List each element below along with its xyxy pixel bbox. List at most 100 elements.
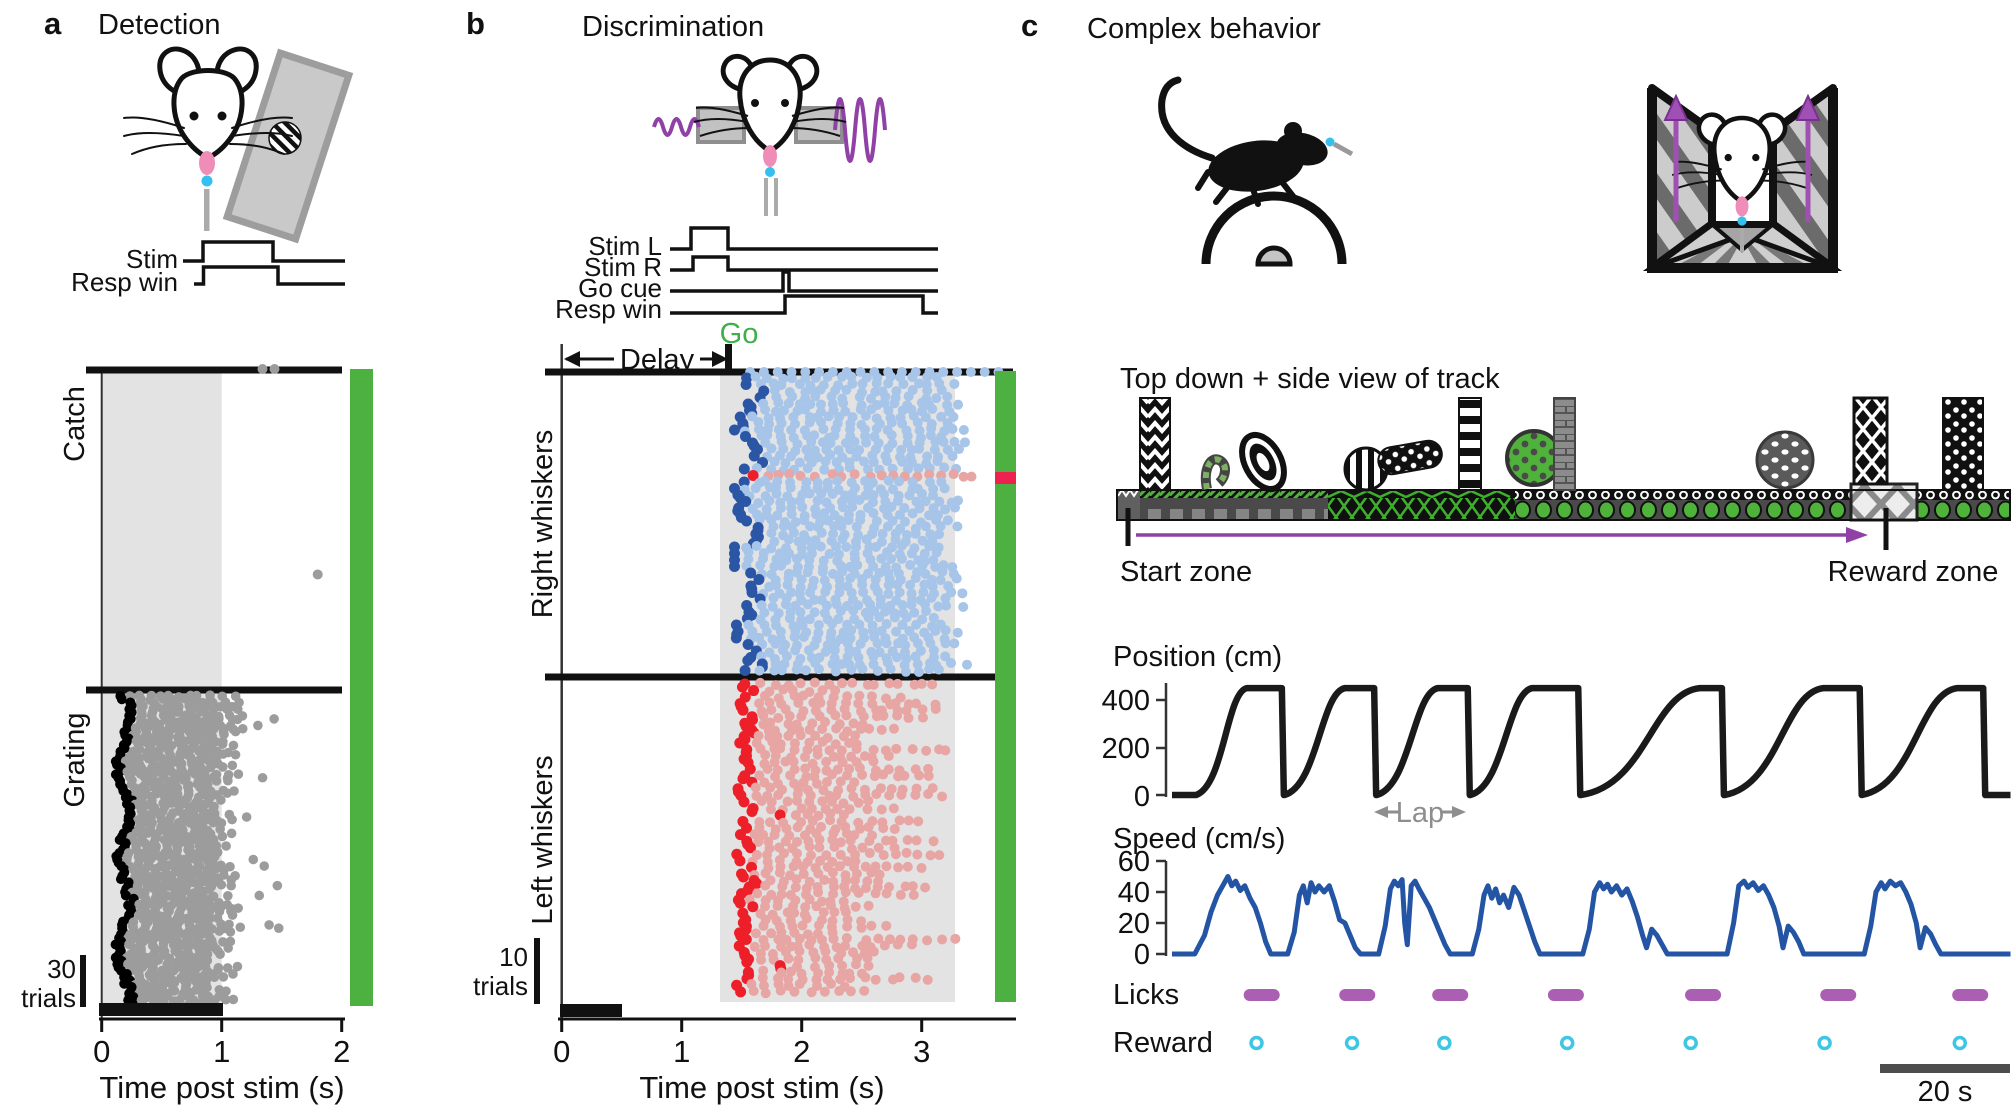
track-caption: Top down + side view of track <box>1120 363 1500 395</box>
licks-marks <box>1243 989 1989 1001</box>
dotted-sphere-icon <box>1755 430 1815 490</box>
lick-dot <box>894 476 905 487</box>
lick-dot <box>228 994 239 1005</box>
lick-dot <box>892 710 903 721</box>
lick-dot <box>816 527 827 538</box>
lick-dot <box>211 776 222 786</box>
x-axis-label-b: Time post stim (s) <box>639 1070 884 1105</box>
lick-dot <box>876 553 887 564</box>
lick-dot <box>765 782 776 793</box>
lick-dot <box>800 763 811 774</box>
lick-dot <box>907 744 918 755</box>
lick-dot <box>899 770 910 781</box>
lick-dot <box>754 698 765 709</box>
lick-dot <box>782 579 793 590</box>
first-lick-dot <box>744 842 756 854</box>
lick-dot <box>760 749 771 760</box>
lick-dot <box>948 411 959 422</box>
lick-dot <box>790 645 801 656</box>
lick-dot <box>883 405 894 416</box>
tick-label-a-2: 2 <box>333 1034 350 1069</box>
lick-dot <box>760 868 771 879</box>
lick-dot <box>940 593 951 604</box>
lick-dot <box>798 690 809 701</box>
lick-dot <box>743 547 754 558</box>
lick-dot <box>766 443 777 454</box>
lick-dot <box>938 436 949 447</box>
lick-dot <box>230 749 241 760</box>
lick-dot <box>223 775 233 786</box>
first-lick-dot <box>729 424 740 436</box>
lick-dot <box>859 456 870 467</box>
lick-dot <box>855 823 866 834</box>
track-illustration: Start zone Reward zone <box>1116 396 2011 588</box>
lick-dot <box>910 528 921 539</box>
lick-dot <box>917 704 928 715</box>
lick-dot <box>837 566 848 577</box>
lick-dot <box>747 411 758 422</box>
lick-dot <box>868 651 879 662</box>
lick-dot <box>810 952 821 963</box>
lick-dot <box>232 961 243 972</box>
lick-dot <box>765 717 776 728</box>
first-lick-dot <box>740 379 752 390</box>
lick-dot <box>838 398 849 409</box>
lick-dot <box>838 731 849 742</box>
lick-dot <box>906 548 917 559</box>
hstripe-pillar-icon <box>1458 397 1482 491</box>
lick-dot <box>813 868 824 879</box>
lick-dot <box>784 613 795 624</box>
lick-dot <box>827 867 838 878</box>
first-lick-dot <box>748 450 760 462</box>
lick-dot <box>868 508 879 519</box>
lick-dot <box>856 922 867 933</box>
lick-dot <box>761 626 772 637</box>
lick-dot <box>870 974 881 985</box>
lick-dot <box>842 651 853 662</box>
lick-dots-a <box>110 364 323 1010</box>
lick-dot <box>868 456 879 467</box>
go-label: Go <box>720 318 759 350</box>
lick-dot <box>817 566 828 577</box>
lick-dot <box>890 849 901 860</box>
lick-dot <box>919 579 930 590</box>
lick-dot <box>949 638 960 649</box>
honeycomb-ball-icon <box>1505 429 1563 487</box>
go-cue-label: Go cue <box>578 273 662 303</box>
lick-dot <box>800 665 811 676</box>
first-lick-dot <box>740 496 752 507</box>
lick-dot <box>903 815 914 826</box>
lick-dot <box>866 920 877 931</box>
lick-dot <box>769 665 780 676</box>
lick-dot <box>759 901 770 912</box>
water-drop-wheel-icon <box>1325 137 1335 147</box>
lick-dot <box>786 424 797 435</box>
lick-dot <box>832 475 843 486</box>
track-direction-arrowhead <box>1846 527 1868 543</box>
lick-dot <box>895 889 906 900</box>
reward-mark <box>1559 1035 1575 1051</box>
first-lick-dot <box>738 463 750 475</box>
reward-mark <box>1817 1035 1832 1051</box>
catch-lick-dot <box>269 364 280 374</box>
catch-lick-dot <box>312 569 323 580</box>
lick-dot <box>804 841 815 852</box>
lick-dot <box>854 495 865 506</box>
timing-diagram-b: Stim L Stim R Go cue Resp win <box>555 226 938 324</box>
lick-dot <box>861 437 872 448</box>
lick-dot <box>795 470 806 481</box>
lick-dot <box>776 665 787 676</box>
lick-dot <box>788 756 799 767</box>
lick-dot <box>214 926 225 936</box>
lick-dot <box>930 625 941 636</box>
lick-dot <box>222 788 233 798</box>
stim-l-label: Stim L <box>588 231 662 261</box>
lick-dot <box>846 625 857 636</box>
time-scalebar-label: 20 s <box>1918 1076 1973 1105</box>
lick-dot <box>939 483 950 494</box>
lick-dot <box>766 928 777 939</box>
lick-dot <box>939 462 950 473</box>
scalebar-a-unit: trials <box>21 983 76 1013</box>
lick-dot <box>218 972 229 982</box>
lick-dot <box>766 704 777 715</box>
